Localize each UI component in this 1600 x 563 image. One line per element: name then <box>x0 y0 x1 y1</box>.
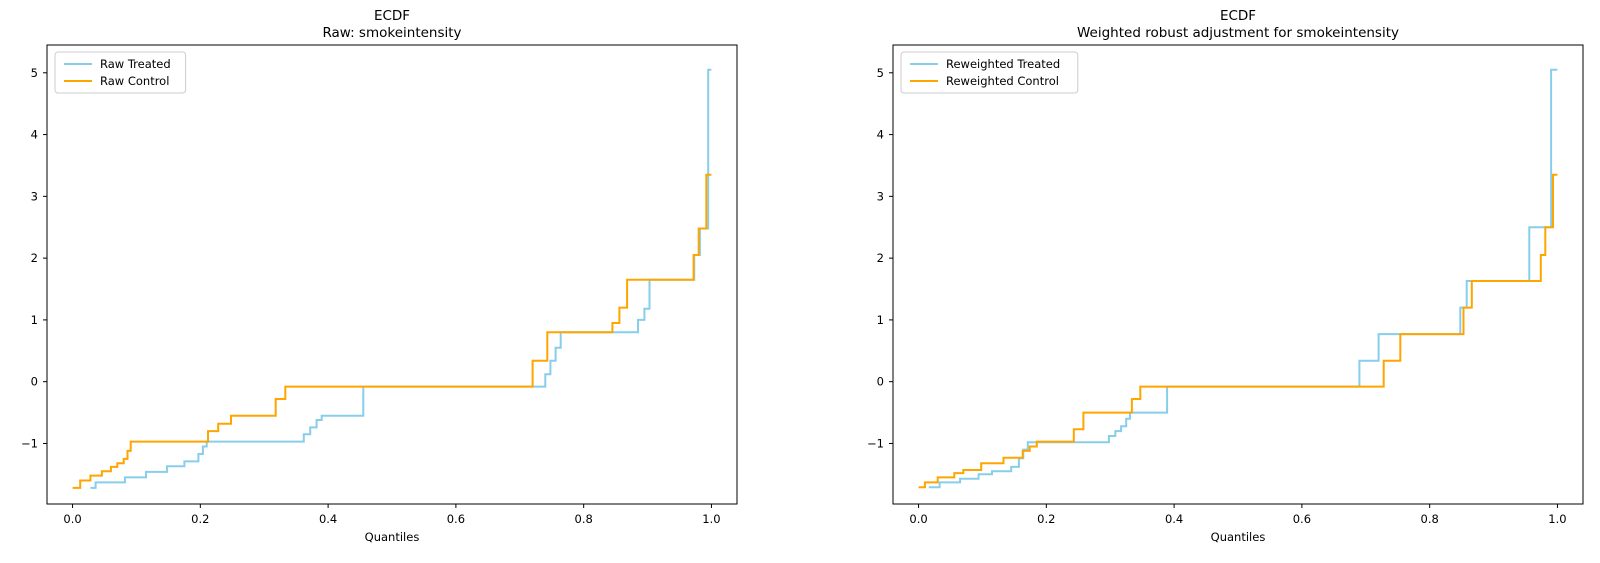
x-axis-label: Quantiles <box>1211 530 1266 544</box>
axes-frame <box>46 44 738 505</box>
x-tick-label: 0.8 <box>575 512 593 526</box>
x-tick-label: 0.0 <box>63 512 81 526</box>
y-tick-label: 5 <box>31 66 38 80</box>
legend-label: Raw Control <box>100 74 169 88</box>
y-tick-label: 5 <box>877 66 884 80</box>
axes-frame <box>892 44 1584 505</box>
y-tick-label: −1 <box>867 436 884 450</box>
y-tick-label: 0 <box>877 375 884 389</box>
legend-label: Reweighted Treated <box>946 57 1060 71</box>
plot-area <box>893 45 1583 504</box>
y-tick-label: 1 <box>31 313 38 327</box>
x-tick-label: 0.6 <box>1293 512 1311 526</box>
plot-title: ECDF <box>1220 8 1256 24</box>
x-tick-label: 0.8 <box>1421 512 1439 526</box>
y-tick-label: −1 <box>21 436 38 450</box>
y-tick-label: 2 <box>877 251 884 265</box>
series-line-raw-control <box>72 173 712 489</box>
x-tick-label: 0.4 <box>1165 512 1183 526</box>
x-tick-label: 0.2 <box>191 512 209 526</box>
legend-label: Raw Treated <box>100 57 171 71</box>
plot-subtitle: Raw: smokeintensity <box>322 25 461 41</box>
x-tick-label: 0.4 <box>319 512 337 526</box>
legend-box <box>900 51 1079 94</box>
x-tick-label: 0.2 <box>1037 512 1055 526</box>
legend: Raw Treated Raw Control <box>54 51 187 94</box>
y-tick-label: 4 <box>31 128 38 142</box>
y-tick-label: 3 <box>31 189 38 203</box>
legend-label: Reweighted Control <box>946 74 1059 88</box>
y-tick-label: 3 <box>877 189 884 203</box>
legend: Reweighted Treated Reweighted Control <box>900 51 1079 94</box>
plot-title: ECDF <box>374 8 410 24</box>
x-axis-label: Quantiles <box>365 530 420 544</box>
series-line-reweighted-treated <box>928 68 1558 489</box>
legend-box <box>54 51 187 94</box>
y-tick-label: 0 <box>31 375 38 389</box>
plot-subtitle: Weighted robust adjustment for smokeinte… <box>1077 25 1399 41</box>
y-tick-label: 2 <box>31 251 38 265</box>
plot-area <box>47 45 737 504</box>
x-tick-label: 1.0 <box>702 512 720 526</box>
series-line-reweighted-control <box>918 173 1558 489</box>
y-tick-label: 4 <box>877 128 884 142</box>
x-tick-label: 0.6 <box>447 512 465 526</box>
x-tick-label: 1.0 <box>1548 512 1566 526</box>
series-line-raw-treated <box>90 68 712 489</box>
x-tick-label: 0.0 <box>909 512 927 526</box>
y-tick-label: 1 <box>877 313 884 327</box>
